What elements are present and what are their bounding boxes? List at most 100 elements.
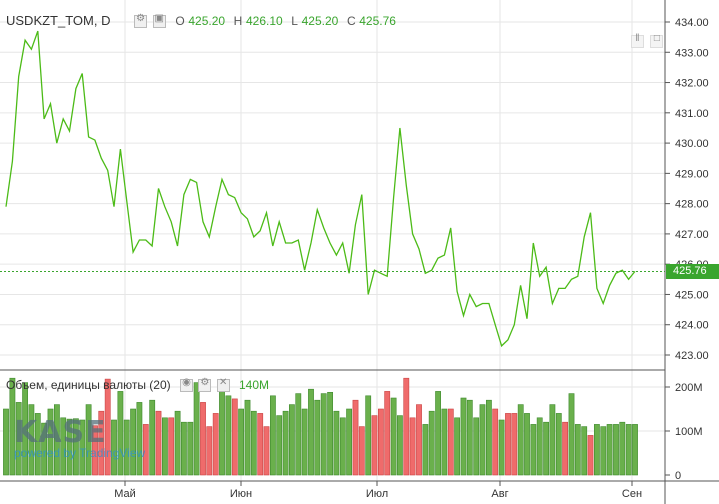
volume-bar (320, 393, 327, 476)
volume-bar (606, 424, 613, 476)
volume-bar (447, 408, 454, 476)
fullscreen-icon[interactable]: ▣ (152, 13, 166, 29)
volume-bar (555, 413, 562, 476)
volume-bar (339, 417, 346, 476)
last-price-text: 425.76 (673, 264, 707, 277)
volume-bar (206, 426, 213, 476)
high-value: 426.10 (245, 14, 283, 28)
volume-bar (212, 413, 219, 476)
volume-settings-icon[interactable]: ⚙ (198, 377, 212, 393)
price-tick-label: 423.00 (675, 350, 709, 362)
volume-bar (181, 421, 187, 476)
volume-bar (162, 417, 168, 476)
price-tick-label: 427.00 (675, 229, 709, 241)
volume-bar (333, 410, 340, 476)
price-tick-label: 429.00 (675, 168, 709, 180)
volume-bar (263, 426, 270, 476)
volume-bar (174, 410, 181, 476)
volume-bar (396, 415, 403, 476)
high-label: H (233, 14, 243, 28)
volume-bar (225, 395, 232, 476)
volume-bar (473, 417, 480, 476)
volume-bar (562, 421, 568, 476)
volume-bar (409, 417, 416, 476)
volume-bar (301, 408, 308, 476)
low-label: L (291, 14, 298, 28)
volume-bar (428, 410, 435, 476)
close-value: 425.76 (359, 14, 396, 28)
volume-bar (193, 382, 200, 476)
volume-bar (327, 391, 333, 476)
volume-bar (250, 410, 257, 476)
volume-bar (3, 408, 9, 476)
volume-bar (269, 395, 276, 476)
settings-icon[interactable]: ⚙ (134, 13, 148, 29)
price-series-line (5, 30, 636, 348)
volume-bar (231, 398, 238, 476)
volume-bar (422, 424, 429, 476)
volume-bar (435, 391, 441, 476)
volume-bar (238, 408, 244, 476)
kase-logo: KASE (14, 415, 107, 450)
volume-bar (9, 377, 16, 476)
volume-bar (587, 435, 594, 476)
volume-bar (498, 419, 505, 476)
last-price-badge: 425.76 (666, 263, 719, 279)
volume-bar (511, 413, 518, 476)
volume-bar (632, 424, 638, 476)
price-tick-label: 432.00 (675, 78, 709, 90)
price-tick-label: 428.00 (675, 199, 709, 211)
low-value: 425.20 (301, 14, 339, 28)
volume-bar (403, 377, 410, 476)
month-label: Сен (622, 488, 642, 500)
volume-bar (479, 404, 486, 476)
symbol-label[interactable]: USDKZT_TOM, D (6, 13, 111, 28)
volume-bar (117, 391, 124, 476)
volume-bar (358, 426, 365, 476)
volume-bar (365, 395, 372, 476)
volume-bar (314, 399, 321, 476)
month-label: Июл (366, 488, 388, 500)
volume-bar (168, 417, 175, 476)
price-tick-label: 424.00 (675, 320, 709, 332)
volume-bars (3, 377, 638, 476)
volume-eye-icon[interactable]: ◉ (179, 377, 193, 393)
volume-bar (34, 413, 41, 476)
volume-bar (371, 415, 378, 476)
volume-bar (79, 419, 86, 476)
volume-bar (308, 388, 314, 476)
volume-bar (130, 408, 136, 476)
volume-bar (104, 378, 111, 476)
volume-bar (568, 393, 575, 476)
price-tick-label: 433.00 (675, 47, 709, 59)
volume-bar (53, 404, 60, 476)
volume-bar (530, 424, 537, 476)
volume-bar (619, 421, 626, 476)
volume-bar (384, 391, 391, 476)
volume-bar (536, 417, 543, 476)
volume-bar (352, 399, 359, 476)
month-label: Май (114, 488, 136, 500)
month-label: Авг (491, 488, 508, 500)
volume-bar (257, 413, 264, 476)
volume-bar (613, 424, 619, 476)
price-legend: USDKZT_TOM, D ⚙ ▣ O 425.20 H 426.10 L 42… (6, 13, 396, 29)
volume-bar (441, 408, 448, 476)
close-label: C (346, 14, 356, 28)
volume-bar (85, 404, 92, 476)
volume-bar (111, 419, 117, 476)
volume-title[interactable]: Объем, единицы валюты (20) (6, 378, 171, 392)
volume-bar (505, 413, 511, 476)
volume-legend: Объем, единицы валюты (20) ◉ ⚙ ✕ 140M (6, 377, 269, 393)
price-tick-label: 425.00 (675, 289, 709, 301)
price-tick-label: 431.00 (675, 108, 709, 120)
layout-icon[interactable]: ‖ (631, 33, 644, 49)
volume-close-icon[interactable]: ✕ (216, 377, 230, 393)
powered-by-text[interactable]: powered by TradingView (14, 446, 146, 460)
volume-bar (22, 382, 28, 476)
volume-bar (66, 418, 73, 476)
volume-bar (454, 417, 460, 476)
volume-bar (485, 399, 492, 476)
expand-icon[interactable]: □ (650, 33, 664, 49)
